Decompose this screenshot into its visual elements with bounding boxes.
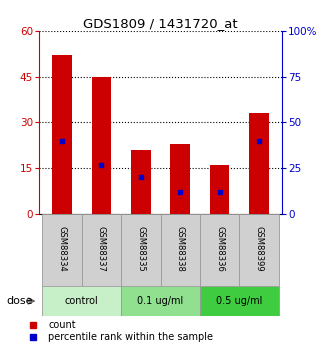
Bar <box>131 150 151 214</box>
Text: percentile rank within the sample: percentile rank within the sample <box>48 332 213 342</box>
Text: dose: dose <box>6 296 33 306</box>
Bar <box>200 214 239 286</box>
Title: GDS1809 / 1431720_at: GDS1809 / 1431720_at <box>83 17 238 30</box>
Bar <box>121 214 160 286</box>
Bar <box>121 286 200 316</box>
Text: GSM88336: GSM88336 <box>215 226 224 272</box>
Bar <box>82 214 121 286</box>
Bar <box>91 77 111 214</box>
Bar <box>249 113 269 214</box>
Text: count: count <box>48 320 76 330</box>
Text: control: control <box>65 296 99 306</box>
Bar <box>42 286 121 316</box>
Bar <box>170 144 190 214</box>
Text: GSM88335: GSM88335 <box>136 226 145 272</box>
Text: 0.1 ug/ml: 0.1 ug/ml <box>137 296 184 306</box>
Bar <box>239 214 279 286</box>
Bar <box>160 214 200 286</box>
Text: GSM88338: GSM88338 <box>176 226 185 272</box>
Text: GSM88399: GSM88399 <box>254 226 263 272</box>
Text: GSM88337: GSM88337 <box>97 226 106 272</box>
Bar <box>42 214 82 286</box>
Text: 0.5 ug/ml: 0.5 ug/ml <box>216 296 262 306</box>
Bar <box>200 286 279 316</box>
Bar <box>210 165 230 214</box>
Text: GSM88334: GSM88334 <box>58 226 67 272</box>
Bar <box>52 56 72 214</box>
